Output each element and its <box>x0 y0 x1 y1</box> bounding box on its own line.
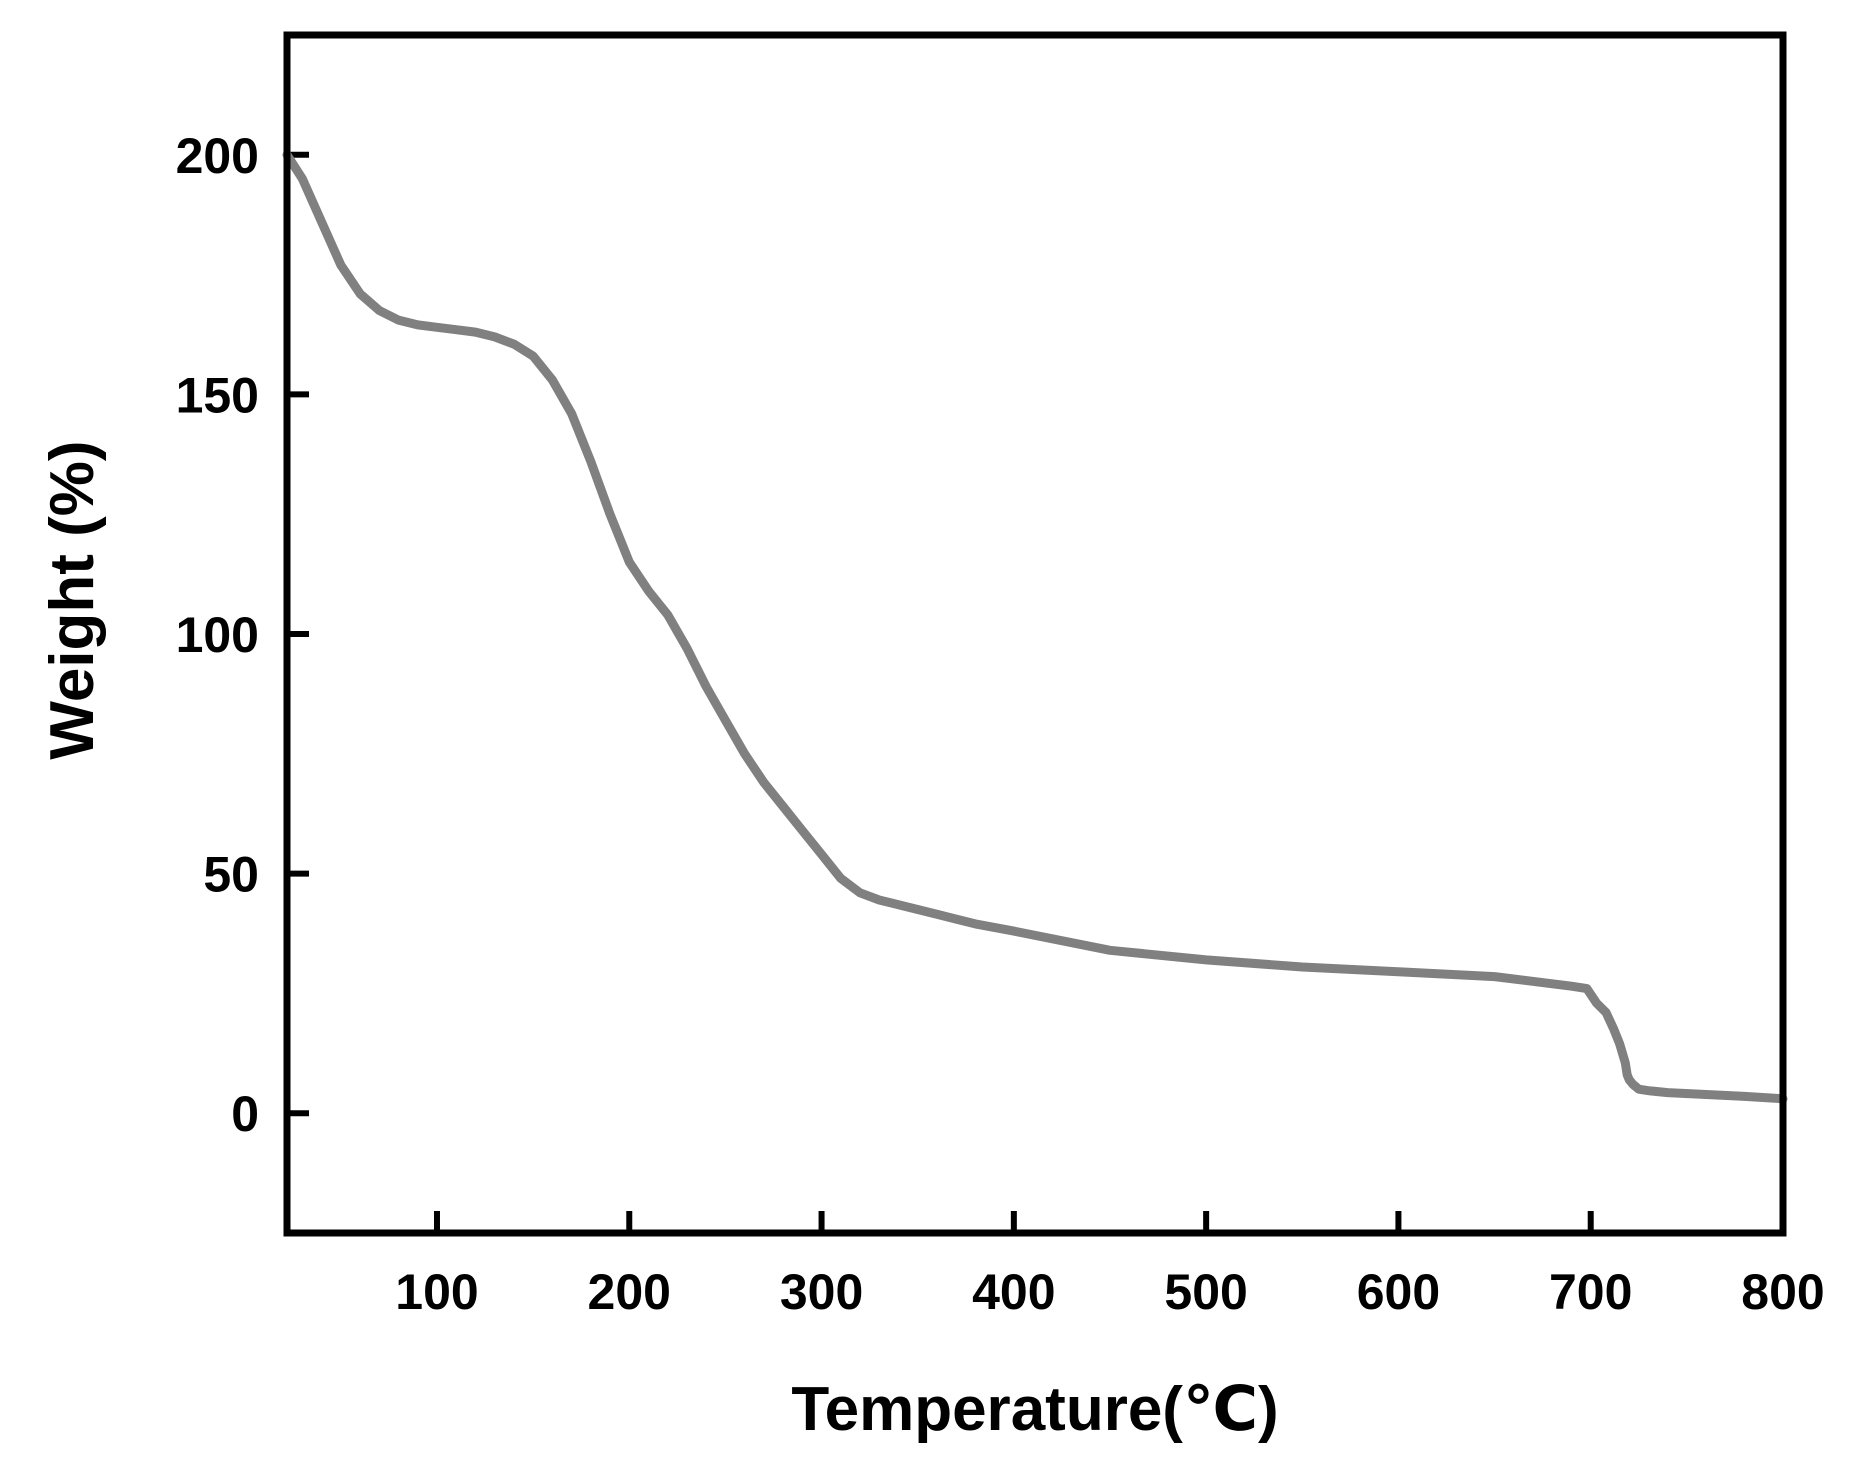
x-axis-title: Temperature(℃) <box>791 1375 1278 1444</box>
y-tick-label: 200 <box>176 128 259 184</box>
plot-frame <box>283 31 1787 1237</box>
y-tick-label: 50 <box>203 847 259 903</box>
y-axis-ticks: 0 50 100 150 200 <box>176 128 309 1142</box>
y-tick-label: 100 <box>176 607 259 663</box>
x-tick-label: 100 <box>395 1264 478 1320</box>
x-tick-label: 500 <box>1164 1264 1247 1320</box>
x-axis-ticks: 100 200 300 400 500 600 700 800 <box>395 1211 1825 1320</box>
y-tick-label: 0 <box>231 1086 259 1142</box>
weight-curve <box>282 150 1788 1104</box>
x-tick-label: 800 <box>1741 1264 1824 1320</box>
x-tick-label: 400 <box>972 1264 1055 1320</box>
x-tick-label: 200 <box>588 1264 671 1320</box>
y-axis-title: Weight (%) <box>38 440 107 759</box>
x-tick-label: 300 <box>780 1264 863 1320</box>
x-tick-label: 700 <box>1549 1264 1632 1320</box>
y-tick-label: 150 <box>176 367 259 423</box>
x-tick-label: 600 <box>1357 1264 1440 1320</box>
